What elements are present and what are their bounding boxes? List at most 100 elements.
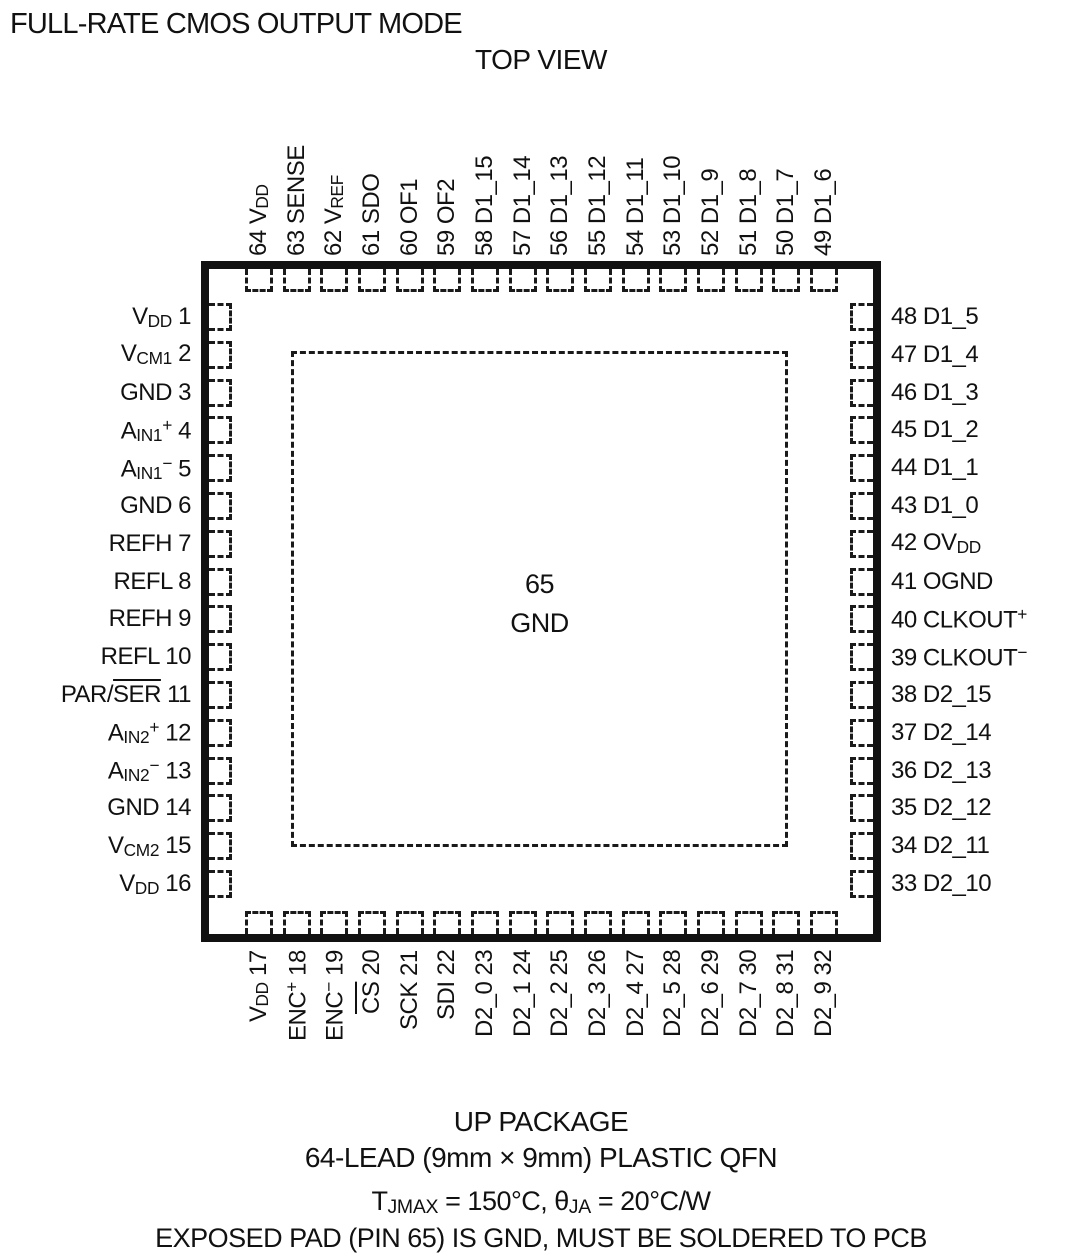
pin-40-pad (850, 605, 873, 634)
exposed-pad-name: GND (510, 608, 569, 638)
pin-15-pad (209, 832, 232, 861)
pin-41-label: 41 OGND (891, 567, 993, 595)
pin-2-pad (209, 340, 232, 369)
pin-38-pad (850, 680, 873, 709)
pin-12-label: AIN2+ 12 (107, 717, 192, 748)
pin-37-label: 37 D2_14 (891, 718, 992, 746)
pin-57-pad (508, 269, 537, 292)
pin-30-label: D2_7 30 (734, 950, 762, 1038)
pin-27-pad (621, 911, 650, 934)
pin-11-label: PAR/SER 11 (60, 680, 192, 708)
pin-21-label: SCK 21 (395, 950, 423, 1030)
package-outline: 65 GND (201, 261, 881, 942)
pin-63-label: 63 SENSE (282, 145, 310, 256)
figure-title: FULL-RATE CMOS OUTPUT MODE (10, 8, 463, 40)
pin-35-pad (850, 794, 873, 823)
pin-59-pad (433, 269, 462, 292)
pin-53-pad (659, 269, 688, 292)
pin-3-pad (209, 378, 232, 407)
pin-19-label: ENC− 19 (318, 950, 349, 1041)
pin-pads-top (245, 269, 838, 292)
pin-61-label: 61 SDO (357, 173, 385, 256)
pin-53-label: 53 D1_10 (659, 155, 687, 256)
pin-23-label: D2_0 23 (470, 950, 498, 1038)
pin-pads-right (850, 303, 873, 898)
pin-22-label: SDI 22 (433, 950, 461, 1021)
pin-64-label: 64 VDD (245, 184, 272, 256)
pin-38-label: 38 D2_15 (891, 680, 992, 708)
footer-notes: UP PACKAGE 64-LEAD (9mm × 9mm) PLASTIC Q… (0, 1104, 1082, 1253)
pin-17-label: VDD 17 (245, 950, 272, 1022)
pin-29-label: D2_6 29 (696, 950, 724, 1038)
pin-60-label: 60 OF1 (395, 178, 423, 256)
pin-34-label: 34 D2_11 (891, 832, 990, 860)
pin-46-label: 46 D1_3 (891, 378, 979, 406)
pin-31-pad (772, 911, 801, 934)
pin-16-pad (209, 869, 232, 898)
pin-46-pad (850, 378, 873, 407)
pin-37-pad (850, 718, 873, 747)
pin-20-label: CS 20 (357, 950, 385, 1015)
pin-52-pad (696, 269, 725, 292)
pin-5-label: AIN1− 5 (120, 452, 192, 483)
pin-44-pad (850, 454, 873, 483)
pin-6-label: GND 6 (120, 491, 191, 519)
pin-24-label: D2_1 24 (508, 950, 536, 1038)
pin-13-label: AIN2− 13 (107, 755, 192, 786)
pin-18-pad (282, 911, 311, 934)
pin-9-label: REFH 9 (108, 605, 192, 633)
pin-49-label: 49 D1_6 (809, 168, 837, 256)
pin-labels-bottom: VDD 17 ENC+ 18 ENC− 19 CS 20 SCK 21 SDI 22 D2_… (245, 950, 838, 1126)
pin-8-label: REFL 8 (113, 567, 192, 595)
pin-47-pad (850, 340, 873, 369)
pin-56-pad (546, 269, 575, 292)
pin-10-pad (209, 643, 232, 672)
pin-29-pad (696, 911, 725, 934)
pin-4-pad (209, 416, 232, 445)
pin-42-label: 42 OVDD (891, 529, 981, 558)
pin-16-label: VDD 16 (119, 869, 191, 898)
pin-26-label: D2_3 26 (583, 950, 611, 1038)
pin-55-pad (583, 269, 612, 292)
pin-45-label: 45 D1_2 (891, 416, 979, 444)
pin-56-label: 56 D1_13 (546, 155, 574, 256)
pin-44-label: 44 D1_1 (891, 454, 979, 482)
pin-57-label: 57 D1_14 (508, 155, 536, 256)
pin-51-pad (734, 269, 763, 292)
pin-10-label: REFL 10 (100, 643, 192, 671)
pin-2-label: VCM1 2 (120, 340, 192, 369)
top-view-label: TOP VIEW (475, 44, 607, 75)
pin-pads-bottom (245, 911, 838, 934)
pin-48-pad (850, 303, 873, 331)
pin-30-pad (734, 911, 763, 934)
pin-labels-left: VDD 1 VCM1 2 GND 3 AIN1+ 4 AIN1− 5 GND 6 REFH … (0, 303, 192, 898)
pin-25-pad (546, 911, 575, 934)
pin-13-pad (209, 756, 232, 785)
pin-33-label: 33 D2_10 (891, 869, 992, 897)
exposed-pad: 65 GND (291, 351, 788, 847)
pin-8-pad (209, 567, 232, 596)
pin-25-label: D2_2 25 (546, 950, 574, 1038)
pin-24-pad (508, 911, 537, 934)
exposed-pad-number: 65 (524, 568, 555, 599)
pin-63-pad (282, 269, 311, 292)
pin-28-label: D2_5 28 (659, 950, 687, 1038)
pin-32-pad (809, 911, 838, 934)
pin-36-pad (850, 756, 873, 785)
pin-28-pad (659, 911, 688, 934)
pin-labels-top: 64 VDD 63 SENSE 62 VREF 61 SDO 60 OF1 59 OF2 5… (245, 80, 838, 256)
pin-19-pad (320, 911, 349, 934)
pin-62-pad (320, 269, 349, 292)
pin-18-label: ENC+ 18 (281, 950, 312, 1041)
pin-39-label: 39 CLKOUT− (891, 642, 1028, 672)
pin-3-label: GND 3 (120, 378, 191, 406)
pin-54-label: 54 D1_11 (621, 157, 649, 256)
pin-22-pad (433, 911, 462, 934)
pin-23-pad (470, 911, 499, 934)
pin-47-label: 47 D1_4 (891, 340, 979, 368)
pin-26-pad (583, 911, 612, 934)
pin-52-label: 52 D1_9 (696, 168, 724, 256)
pin-51-label: 51 D1_8 (734, 168, 762, 256)
pin-42-pad (850, 529, 873, 558)
pin-27-label: D2_4 27 (621, 950, 649, 1038)
